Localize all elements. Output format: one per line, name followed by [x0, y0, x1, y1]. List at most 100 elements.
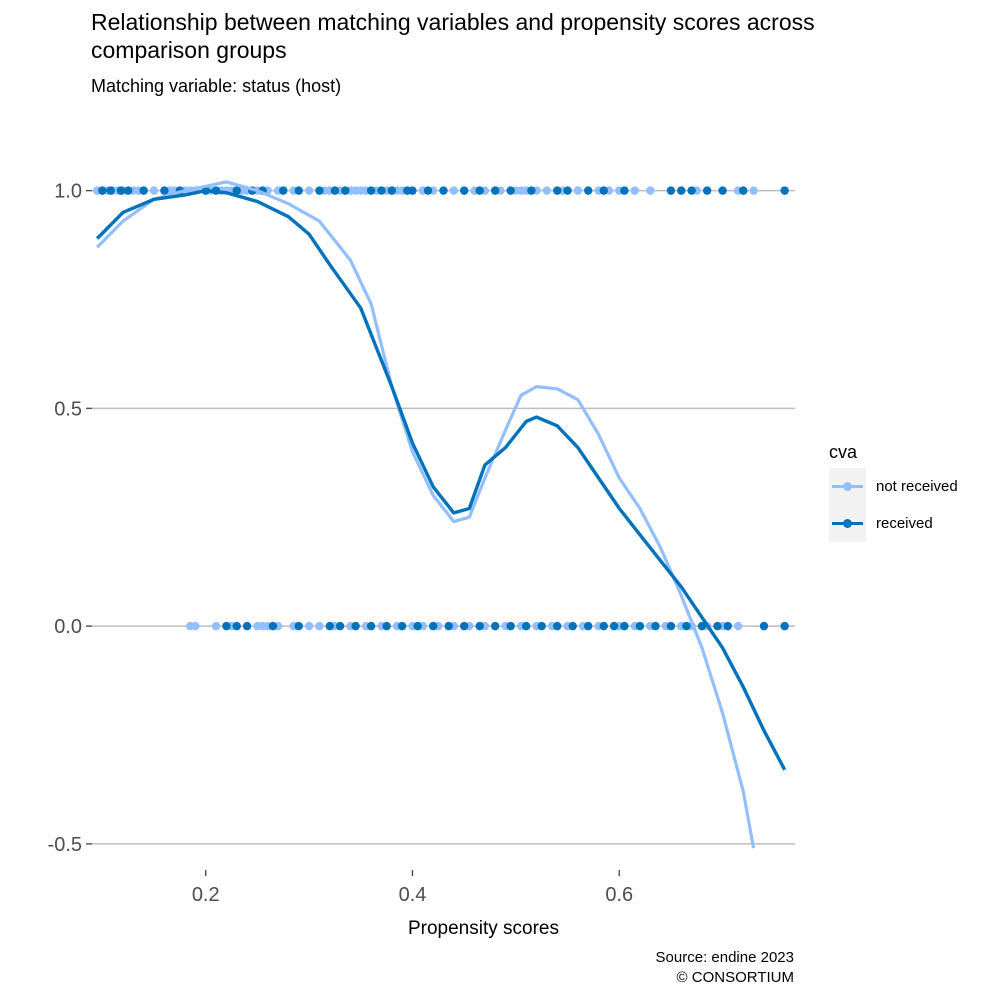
point-received-y1-25	[475, 186, 484, 195]
point-received-y1-39	[739, 186, 748, 195]
point-received-y1-14	[315, 186, 324, 195]
point-received-y1-5	[160, 186, 169, 195]
point-received-y1-36	[687, 186, 696, 195]
smooth-line-not-received	[96, 180, 756, 849]
point-received-y0-34	[780, 621, 789, 631]
point-received-y0-32	[723, 621, 733, 631]
point-received-y0-6	[335, 621, 345, 631]
point-received-y1-2	[116, 186, 126, 195]
point-received-y0-10	[397, 621, 407, 631]
point-received-y1-26	[490, 186, 500, 195]
point-received-y0-23	[599, 621, 608, 631]
point-received-y0-27	[651, 621, 660, 631]
point-received-y1-13	[294, 186, 303, 195]
point-received-y1-4	[139, 186, 148, 195]
point-not-received-y0-1	[191, 621, 200, 631]
y-tick-label-0: 1.0	[54, 181, 82, 203]
point-not-received-y0-10	[315, 621, 324, 631]
x-tick-label-2: 0.6	[605, 884, 633, 906]
point-received-y1-18	[377, 186, 386, 195]
point-received-y0-33	[759, 621, 769, 631]
legend-label-not-received: not received	[876, 478, 958, 495]
legend-key-not-received	[829, 468, 866, 505]
point-received-y0-17	[506, 621, 515, 631]
point-not-received-y1-25	[304, 186, 314, 195]
point-received-y0-3	[268, 621, 278, 631]
y-axis: 1.0 0.5 0.0 -0.5	[48, 181, 92, 856]
smooth-line-received	[95, 188, 787, 771]
point-received-y1-32	[599, 186, 608, 195]
point-received-y0-11	[413, 621, 422, 631]
point-not-received-y1-8	[149, 186, 159, 195]
point-not-received-y0-37	[733, 621, 743, 631]
point-received-y1-9	[232, 186, 241, 195]
point-received-y1-15	[330, 186, 340, 195]
grid-lines	[92, 189, 795, 845]
legend-title: cva	[829, 442, 858, 462]
point-received-y0-21	[568, 621, 577, 631]
point-received-y1-37	[702, 186, 712, 195]
caption-copyright: © CONSORTIUM	[676, 969, 794, 986]
point-received-y1-27	[506, 186, 515, 195]
point-received-y0-29	[682, 621, 691, 631]
y-tick-label-3: -0.5	[48, 834, 82, 856]
point-not-received-y1-57	[749, 186, 758, 195]
point-received-y0-31	[713, 621, 722, 631]
point-not-received-y1-47	[542, 186, 552, 195]
y-tick-label-1: 0.5	[54, 398, 82, 420]
point-received-y1-0	[98, 186, 107, 195]
point-received-y1-16	[341, 186, 350, 195]
point-received-y0-2	[242, 621, 252, 631]
point-received-y1-22	[423, 186, 433, 195]
point-received-y1-38	[718, 186, 727, 195]
legend-item-not-received: not received	[829, 468, 958, 505]
point-not-received-y1-54	[646, 186, 655, 195]
point-received-y0-20	[553, 621, 562, 631]
point-received-y0-19	[537, 621, 546, 631]
point-received-y1-28	[527, 186, 536, 195]
point-received-y0-5	[325, 621, 334, 631]
point-received-y1-19	[387, 186, 397, 195]
point-received-y0-24	[609, 621, 619, 631]
point-received-y0-8	[366, 621, 376, 631]
legend-item-received: received	[829, 505, 958, 542]
point-received-y0-26	[635, 621, 645, 631]
point-received-y1-29	[553, 186, 562, 195]
point-not-received-y0-9	[304, 621, 314, 631]
chart-subtitle: Matching variable: status (host)	[91, 76, 342, 96]
point-received-y1-33	[620, 186, 629, 195]
point-received-y0-28	[666, 621, 676, 631]
point-received-y1-24	[459, 186, 469, 195]
point-received-y0-25	[620, 621, 629, 631]
point-received-y1-23	[439, 186, 448, 195]
point-received-y0-4	[294, 621, 303, 631]
point-not-received-y0-2	[211, 621, 221, 631]
chart-title: Relationship between matching variables …	[91, 9, 815, 63]
x-tick-label-0: 0.2	[192, 884, 220, 906]
point-received-y1-40	[780, 186, 789, 195]
smooth-lines	[95, 180, 787, 849]
point-not-received-y1-53	[630, 186, 639, 195]
point-received-y0-16	[490, 621, 500, 631]
point-received-y0-9	[382, 621, 391, 631]
legend-key-received	[829, 505, 866, 542]
point-received-y0-30	[697, 621, 707, 631]
point-received-y1-34	[666, 186, 676, 195]
point-received-y1-35	[677, 186, 686, 195]
point-not-received-y1-39	[449, 186, 459, 195]
point-received-y1-3	[123, 186, 133, 195]
x-axis: 0.2 0.4 0.6	[192, 870, 633, 906]
point-received-y1-12	[279, 186, 288, 195]
point-not-received-y1-49	[573, 186, 583, 195]
legend: cva not received received	[829, 442, 958, 542]
point-received-y1-1	[106, 186, 115, 195]
point-received-y1-30	[563, 186, 572, 195]
x-axis-title: Propensity scores	[408, 918, 559, 939]
y-tick-label-2: 0.0	[54, 616, 82, 638]
point-received-y0-15	[475, 621, 484, 631]
x-tick-label-1: 0.4	[399, 884, 427, 906]
point-received-y0-0	[222, 621, 231, 631]
point-received-y0-22	[584, 621, 593, 631]
point-received-y0-12	[428, 621, 438, 631]
